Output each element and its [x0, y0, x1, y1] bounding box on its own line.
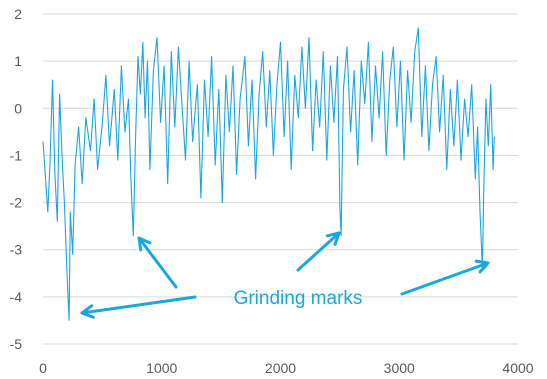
annotation-arrow	[400, 259, 490, 296]
x-tick-label: 2000	[265, 360, 296, 376]
x-axis-tick-labels: 0 1000 2000 3000 4000	[39, 360, 534, 376]
y-axis-tick-labels: 2 1 0 -1 -2 -3 -4 -5	[10, 6, 23, 352]
annotation-arrow	[80, 295, 197, 319]
annotation-arrows	[80, 231, 490, 319]
annotation-arrow	[296, 231, 341, 272]
y-tick-label: 1	[14, 53, 22, 69]
annotation-text: Grinding marks	[234, 288, 363, 309]
y-tick-label: 2	[14, 6, 22, 22]
x-tick-label: 3000	[384, 360, 415, 376]
annotation-group: Grinding marks	[80, 231, 490, 319]
x-tick-label: 0	[39, 360, 47, 376]
y-tick-label: -3	[10, 242, 23, 258]
y-tick-label: -2	[10, 195, 23, 211]
series-line	[42, 27, 495, 321]
y-tick-label: 0	[14, 100, 22, 116]
y-tick-label: -4	[10, 289, 23, 305]
x-tick-label: 1000	[146, 360, 177, 376]
gridlines	[43, 13, 518, 345]
y-tick-label: -5	[10, 336, 23, 352]
y-tick-label: -1	[10, 147, 23, 163]
annotation-arrow	[137, 236, 178, 289]
x-tick-label: 4000	[502, 360, 533, 376]
